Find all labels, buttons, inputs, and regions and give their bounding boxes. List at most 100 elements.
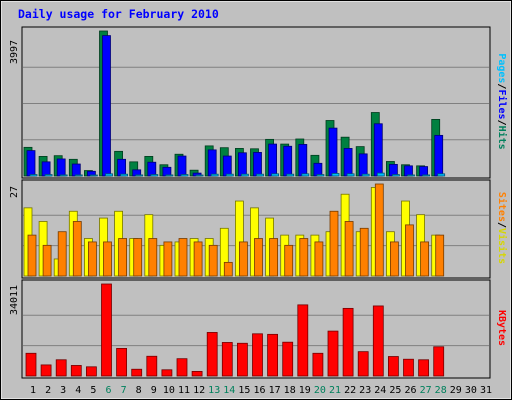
x-tick-label: 5 [90,385,96,396]
files-bar [147,161,157,177]
kbytes-bar [70,365,82,377]
chart-title: Daily usage for February 2010 [18,7,219,21]
sites-bar [42,244,52,277]
sites-bar [223,261,233,277]
sites-bar [359,227,369,277]
x-tick-label: 23 [359,385,371,396]
x-tick-label: 29 [450,385,462,396]
kbytes-bar [282,341,294,377]
x-tick-label: 22 [344,385,356,396]
kbytes-bar [25,352,37,377]
kbytes-bar [206,332,218,377]
kbytes-bar [387,356,399,377]
files-bar [373,123,383,177]
visits-legend-label: Visits [496,228,508,264]
x-tick-label: 13 [208,385,220,396]
pages-bar [180,174,189,177]
sites-bar [57,231,67,277]
x-tick-label: 27 [420,385,432,396]
kbytes-bar [403,358,414,377]
x-tick-label: 30 [465,385,477,396]
series-legend: KBytes [496,310,507,346]
pages-bar [376,172,385,177]
files-bar [237,152,247,177]
pages-bar [195,174,204,177]
pages-bar [301,173,310,177]
x-tick-label: 8 [136,385,142,396]
pages-bar [271,173,280,177]
files-bar [26,150,36,177]
kbytes-bar [236,342,248,377]
files-bar [117,158,126,177]
pages-bar [59,174,68,177]
x-tick-label: 11 [178,385,190,396]
files-bar [41,161,51,177]
sites-bar [238,241,248,277]
x-tick-label: 15 [238,385,250,396]
x-tick-label: 20 [314,385,326,396]
files-bar [404,165,413,177]
x-tick-label: 9 [151,385,157,396]
x-tick-label: 2 [45,385,51,396]
sites-bar [344,221,354,277]
x-tick-label: 17 [269,385,281,396]
kbytes-bar [131,368,143,377]
pages-bar [391,174,400,177]
files-bar [434,134,444,177]
files-bar [56,158,66,177]
kbytes-bar [86,366,97,377]
pages-bar [225,173,234,177]
series-legend: Sites/Visits [496,192,508,264]
x-tick-label: 16 [253,385,265,396]
x-tick-label: 14 [223,385,235,396]
x-tick-label: 31 [480,385,492,396]
sites-bar [163,241,173,277]
sites-bar [284,244,294,277]
x-tick-label: 6 [105,385,111,396]
kbytes-bar [191,371,203,377]
x-tick-label: 1 [30,385,36,396]
pages-bar [286,173,295,177]
pages-bar [407,174,415,177]
x-tick-label: 7 [121,385,127,396]
pages-bar [361,173,370,177]
kbytes-bar [297,304,309,377]
sites-bar [405,224,414,277]
kbytes-bar [252,333,263,377]
pages-bar [29,174,38,177]
sites-bar [269,238,279,277]
sites-bar [299,238,309,277]
kbytes-bar [342,307,354,377]
kbytes-bar [357,351,369,377]
sites-bar [329,210,339,277]
x-tick-label: 21 [329,385,341,396]
pages-bar [105,173,113,177]
kbytes-bar [146,355,158,377]
pages-bar [331,173,340,177]
sites-bar [254,238,263,277]
pages-bar [422,174,431,177]
x-tick-label: 25 [389,385,401,396]
x-tick-label: 18 [284,385,296,396]
sites-bar [389,241,399,277]
sites-bar [420,241,430,277]
files-bar [102,35,111,177]
pages-bar [437,173,446,177]
pages-bar [316,174,325,177]
kbytes-bar [101,283,112,377]
files-bar [343,148,353,177]
sites-bar [88,241,97,277]
files-bar [222,155,232,177]
sites-bar [435,234,445,277]
kbytes-bar [221,342,233,377]
sites-bar [27,234,37,277]
kbytes-legend-label: KBytes [496,310,507,346]
x-tick-label: 10 [163,385,175,396]
files-bar [298,144,308,177]
sites-bar [314,241,324,277]
pages-bar [150,174,159,177]
files-bar [313,162,323,177]
files-bar [268,143,278,177]
pages-bar [240,173,249,177]
x-tick-label: 24 [374,385,386,396]
